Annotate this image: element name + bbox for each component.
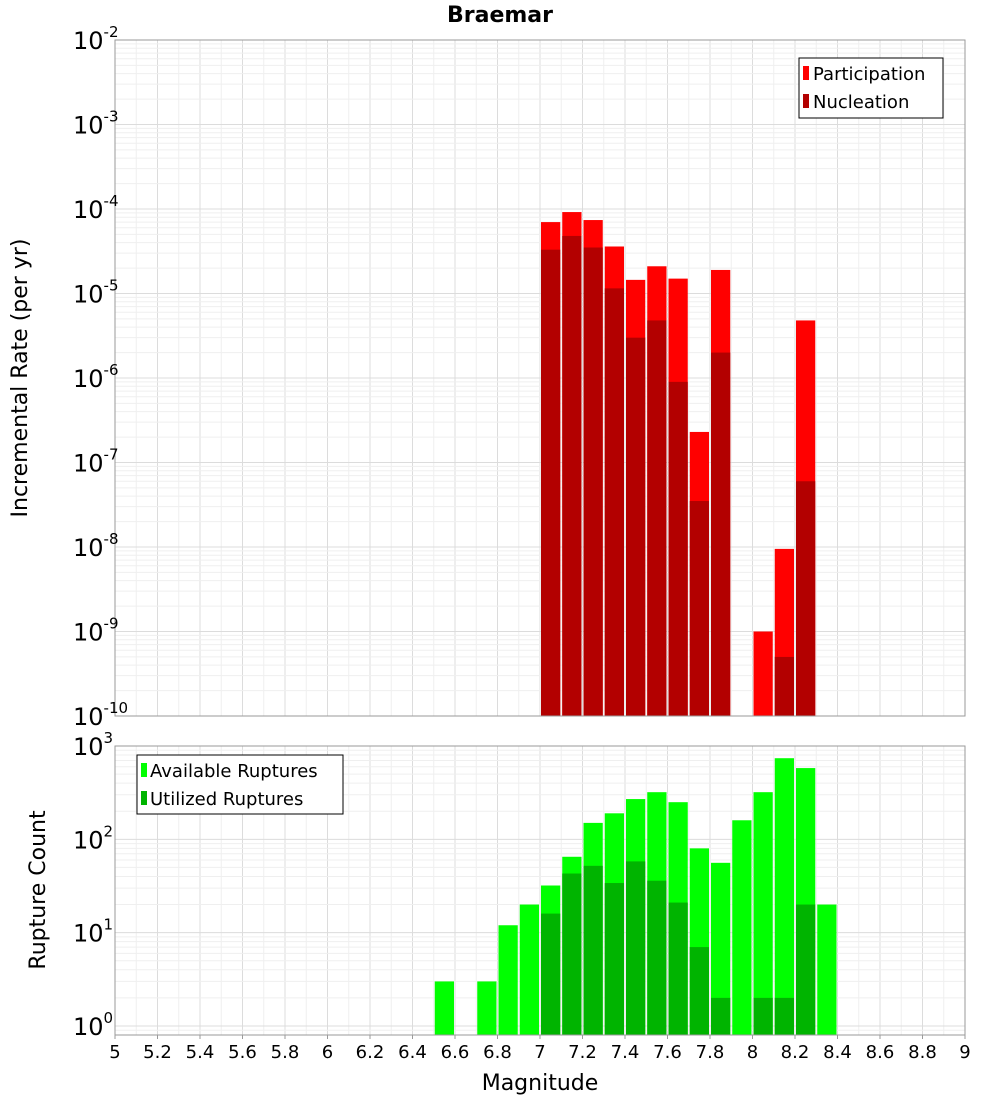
- rate-bars: [541, 212, 816, 716]
- utilized-ruptures-bar: [583, 865, 603, 1035]
- nucleation-bar: [562, 235, 582, 716]
- x-axis-label: Magnitude: [482, 1071, 599, 1096]
- available-ruptures-bar: [519, 904, 539, 1035]
- utilized-ruptures-bar: [604, 883, 624, 1035]
- count-y-tick-label: 100: [73, 1009, 113, 1041]
- rate-y-tick-label: 10-7: [73, 446, 119, 478]
- available-ruptures-bar: [732, 820, 752, 1035]
- chart-title: Braemar: [447, 3, 553, 28]
- utilized-ruptures-bar: [774, 997, 794, 1035]
- count-y-tick-label: 103: [73, 729, 113, 761]
- available-ruptures-bar: [817, 904, 837, 1035]
- x-tick-label: 7.2: [568, 1042, 597, 1063]
- nucleation-bar: [541, 249, 561, 716]
- nucleation-bar: [583, 247, 603, 716]
- available-ruptures-bar: [498, 925, 518, 1035]
- participation-bar: [753, 631, 773, 716]
- x-tick-label: 6.6: [441, 1042, 470, 1063]
- available-ruptures-bar: [711, 862, 731, 1035]
- x-tick-label: 6: [322, 1042, 333, 1063]
- rupture-count-panel: 103 102 101 100 Rupture Count Available Rup…: [26, 729, 966, 1041]
- rate-y-axis-label: Incremental Rate (per yr): [8, 239, 33, 518]
- x-tick-label: 5.2: [143, 1042, 172, 1063]
- utilized-ruptures-bar: [541, 913, 561, 1035]
- nucleation-bar: [668, 381, 688, 716]
- x-tick-label: 5.6: [228, 1042, 257, 1063]
- x-tick-label: 6.4: [398, 1042, 427, 1063]
- rate-legend-box: [798, 57, 944, 119]
- x-tick-label: 5.4: [186, 1042, 215, 1063]
- rate-y-tick-label: 10-3: [73, 108, 119, 140]
- nucleation-bar: [796, 481, 816, 716]
- utilized-ruptures-bar: [562, 873, 582, 1035]
- available-ruptures-legend-swatch: [141, 763, 147, 777]
- available-ruptures-bar: [774, 758, 794, 1035]
- rate-panel: 10-2 10-3 10-4 10-5 10-6 10-7 10-8 10-9 10-10 In…: [8, 23, 966, 731]
- x-tick-label: 7.6: [653, 1042, 682, 1063]
- participation-legend-swatch: [803, 66, 809, 80]
- nucleation-bar: [689, 501, 709, 716]
- x-tick-label: 6.8: [483, 1042, 512, 1063]
- x-tick-label: 9: [959, 1042, 970, 1063]
- utilized-ruptures-bar: [668, 902, 688, 1035]
- nucleation-legend-swatch: [803, 94, 809, 108]
- x-tick-label: 6.2: [356, 1042, 385, 1063]
- count-y-ticks: 103 102 101 100: [73, 729, 113, 1041]
- x-tick-label: 5: [109, 1042, 120, 1063]
- utilized-ruptures-legend-label: Utilized Ruptures: [150, 789, 303, 810]
- utilized-ruptures-bar: [689, 947, 709, 1035]
- count-bars: [434, 758, 837, 1035]
- rate-y-tick-label: 10-4: [73, 192, 119, 224]
- rate-y-ticks: 10-2 10-3 10-4 10-5 10-6 10-7 10-8 10-9 10-10: [73, 23, 128, 731]
- x-tick-label: 7: [534, 1042, 545, 1063]
- utilized-ruptures-legend-swatch: [141, 791, 147, 805]
- count-legend-box: [136, 754, 344, 815]
- x-tick-label: 8.6: [866, 1042, 895, 1063]
- count-y-tick-label: 101: [73, 916, 113, 948]
- utilized-ruptures-bar: [626, 861, 646, 1035]
- rate-y-tick-label: 10-9: [73, 615, 119, 647]
- utilized-ruptures-bar: [647, 880, 667, 1035]
- count-legend: Available Ruptures Utilized Ruptures: [136, 754, 344, 815]
- rate-y-tick-label: 10-6: [73, 361, 119, 393]
- rate-gridlines: [114, 39, 966, 717]
- x-tick-label: 5.8: [271, 1042, 300, 1063]
- nucleation-bar: [774, 656, 794, 716]
- rate-y-tick-label: 10-10: [73, 699, 128, 731]
- rate-y-tick-label: 10-8: [73, 530, 119, 562]
- available-ruptures-bar: [753, 792, 773, 1035]
- x-tick-label: 7.4: [611, 1042, 640, 1063]
- count-y-tick-label: 102: [73, 822, 113, 854]
- x-tick-label: 8: [747, 1042, 758, 1063]
- utilized-ruptures-bar: [711, 997, 731, 1035]
- nucleation-legend-label: Nucleation: [813, 92, 909, 113]
- utilized-ruptures-bar: [753, 997, 773, 1035]
- available-ruptures-bar: [434, 981, 454, 1035]
- rate-plot-frame: [114, 39, 966, 717]
- rate-y-tick-label: 10-5: [73, 277, 119, 309]
- rate-y-tick-label: 10-2: [73, 23, 119, 55]
- nucleation-bar: [626, 337, 646, 716]
- nucleation-bar: [647, 320, 667, 716]
- available-ruptures-bar: [477, 981, 497, 1035]
- x-tick-label: 8.8: [908, 1042, 937, 1063]
- count-y-axis-label: Rupture Count: [26, 810, 51, 970]
- x-tick-label: 7.8: [696, 1042, 725, 1063]
- utilized-ruptures-bar: [796, 904, 816, 1035]
- available-ruptures-legend-label: Available Ruptures: [150, 761, 318, 782]
- x-tick-label: 8.2: [781, 1042, 810, 1063]
- rate-legend: Participation Nucleation: [798, 57, 944, 119]
- nucleation-bar: [604, 288, 624, 716]
- x-axis-ticks: 5 5.2 5.4 5.6 5.8 6 6.2 6.4 6.6 6.8 7 7.2 7.4 7.6 7.8 8…: [109, 1035, 971, 1063]
- x-tick-label: 8.4: [823, 1042, 852, 1063]
- participation-legend-label: Participation: [813, 64, 925, 85]
- nucleation-bar: [711, 352, 731, 716]
